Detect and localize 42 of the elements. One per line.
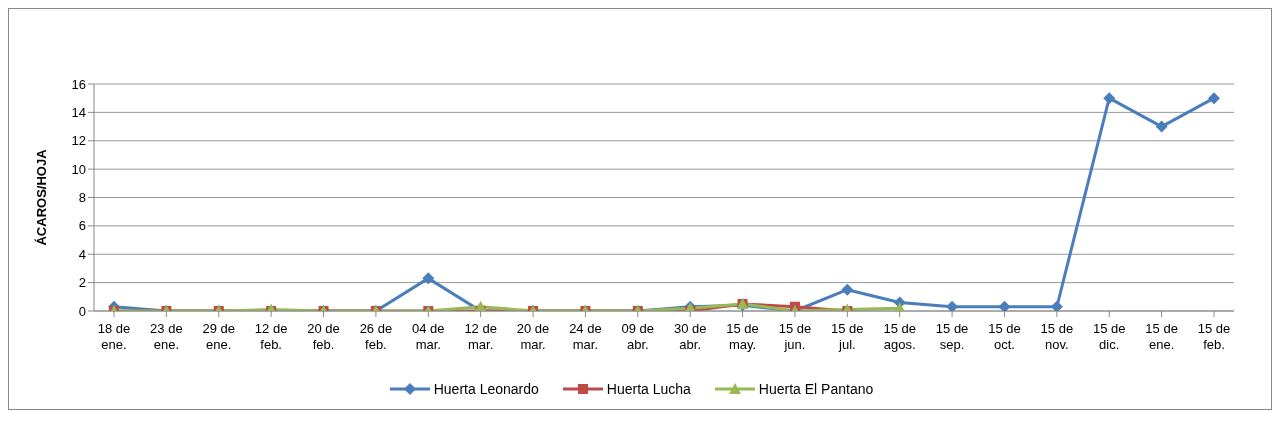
x-tick-label: 04 de mar.	[412, 321, 445, 352]
x-tick-label: 18 de ene.	[97, 321, 131, 352]
x-tick-label: 24 de mar.	[569, 321, 602, 352]
y-tick-label: 12	[71, 133, 86, 149]
point	[422, 272, 435, 285]
x-tick-label: 20 de mar.	[516, 321, 550, 352]
y-tick-label: 6	[78, 218, 86, 234]
y-tick-label: 16	[71, 76, 86, 92]
x-tick-label: 20 de feb.	[307, 321, 340, 352]
x-tick-label: 30 de abr.	[673, 321, 707, 352]
point	[1208, 92, 1220, 105]
y-tick-label: 10	[71, 161, 86, 177]
x-tick-label: 15 de may.	[726, 321, 759, 352]
y-tick-label: 0	[78, 303, 86, 319]
x-tick-label: 15 de dic.	[1092, 321, 1126, 352]
y-tick-label: 8	[78, 190, 86, 206]
y-tick-label: 14	[71, 104, 86, 120]
y-axis-title: ÁCAROS/HOJA	[33, 148, 49, 246]
x-tick-label: 15 de feb.	[1197, 321, 1231, 352]
x-tick-label: 15 de jul.	[831, 321, 864, 352]
x-tick-label: 12 de mar.	[464, 321, 497, 352]
point	[1155, 120, 1168, 133]
legend-label: Huerta Leonardo	[432, 381, 539, 397]
point	[841, 283, 854, 296]
x-tick-label: 26 de feb.	[359, 321, 393, 352]
x-tick-label: 15 de jun.	[778, 321, 812, 352]
x-tick-label: 15 de agos.	[883, 321, 916, 352]
x-tick-label: 15 de sep.	[935, 321, 969, 352]
x-tick-label: 23 de ene.	[150, 321, 183, 352]
y-tick-label: 4	[78, 246, 86, 262]
x-tick-label: 15 de oct.	[988, 321, 1021, 352]
legend-label: Huerta Lucha	[605, 381, 691, 397]
y-tick-label: 2	[78, 275, 86, 291]
x-tick-label: 09 de abr.	[621, 321, 655, 352]
point	[474, 300, 487, 311]
point	[998, 300, 1011, 311]
x-tick-label: 29 de ene.	[202, 321, 236, 352]
legend-label: Huerta El Pantano	[757, 381, 874, 397]
point	[1103, 92, 1116, 105]
x-tick-label: 12 de feb.	[254, 321, 288, 352]
x-tick-label: 15 de ene.	[1145, 321, 1178, 352]
x-tick-label: 15 de nov.	[1040, 321, 1074, 352]
